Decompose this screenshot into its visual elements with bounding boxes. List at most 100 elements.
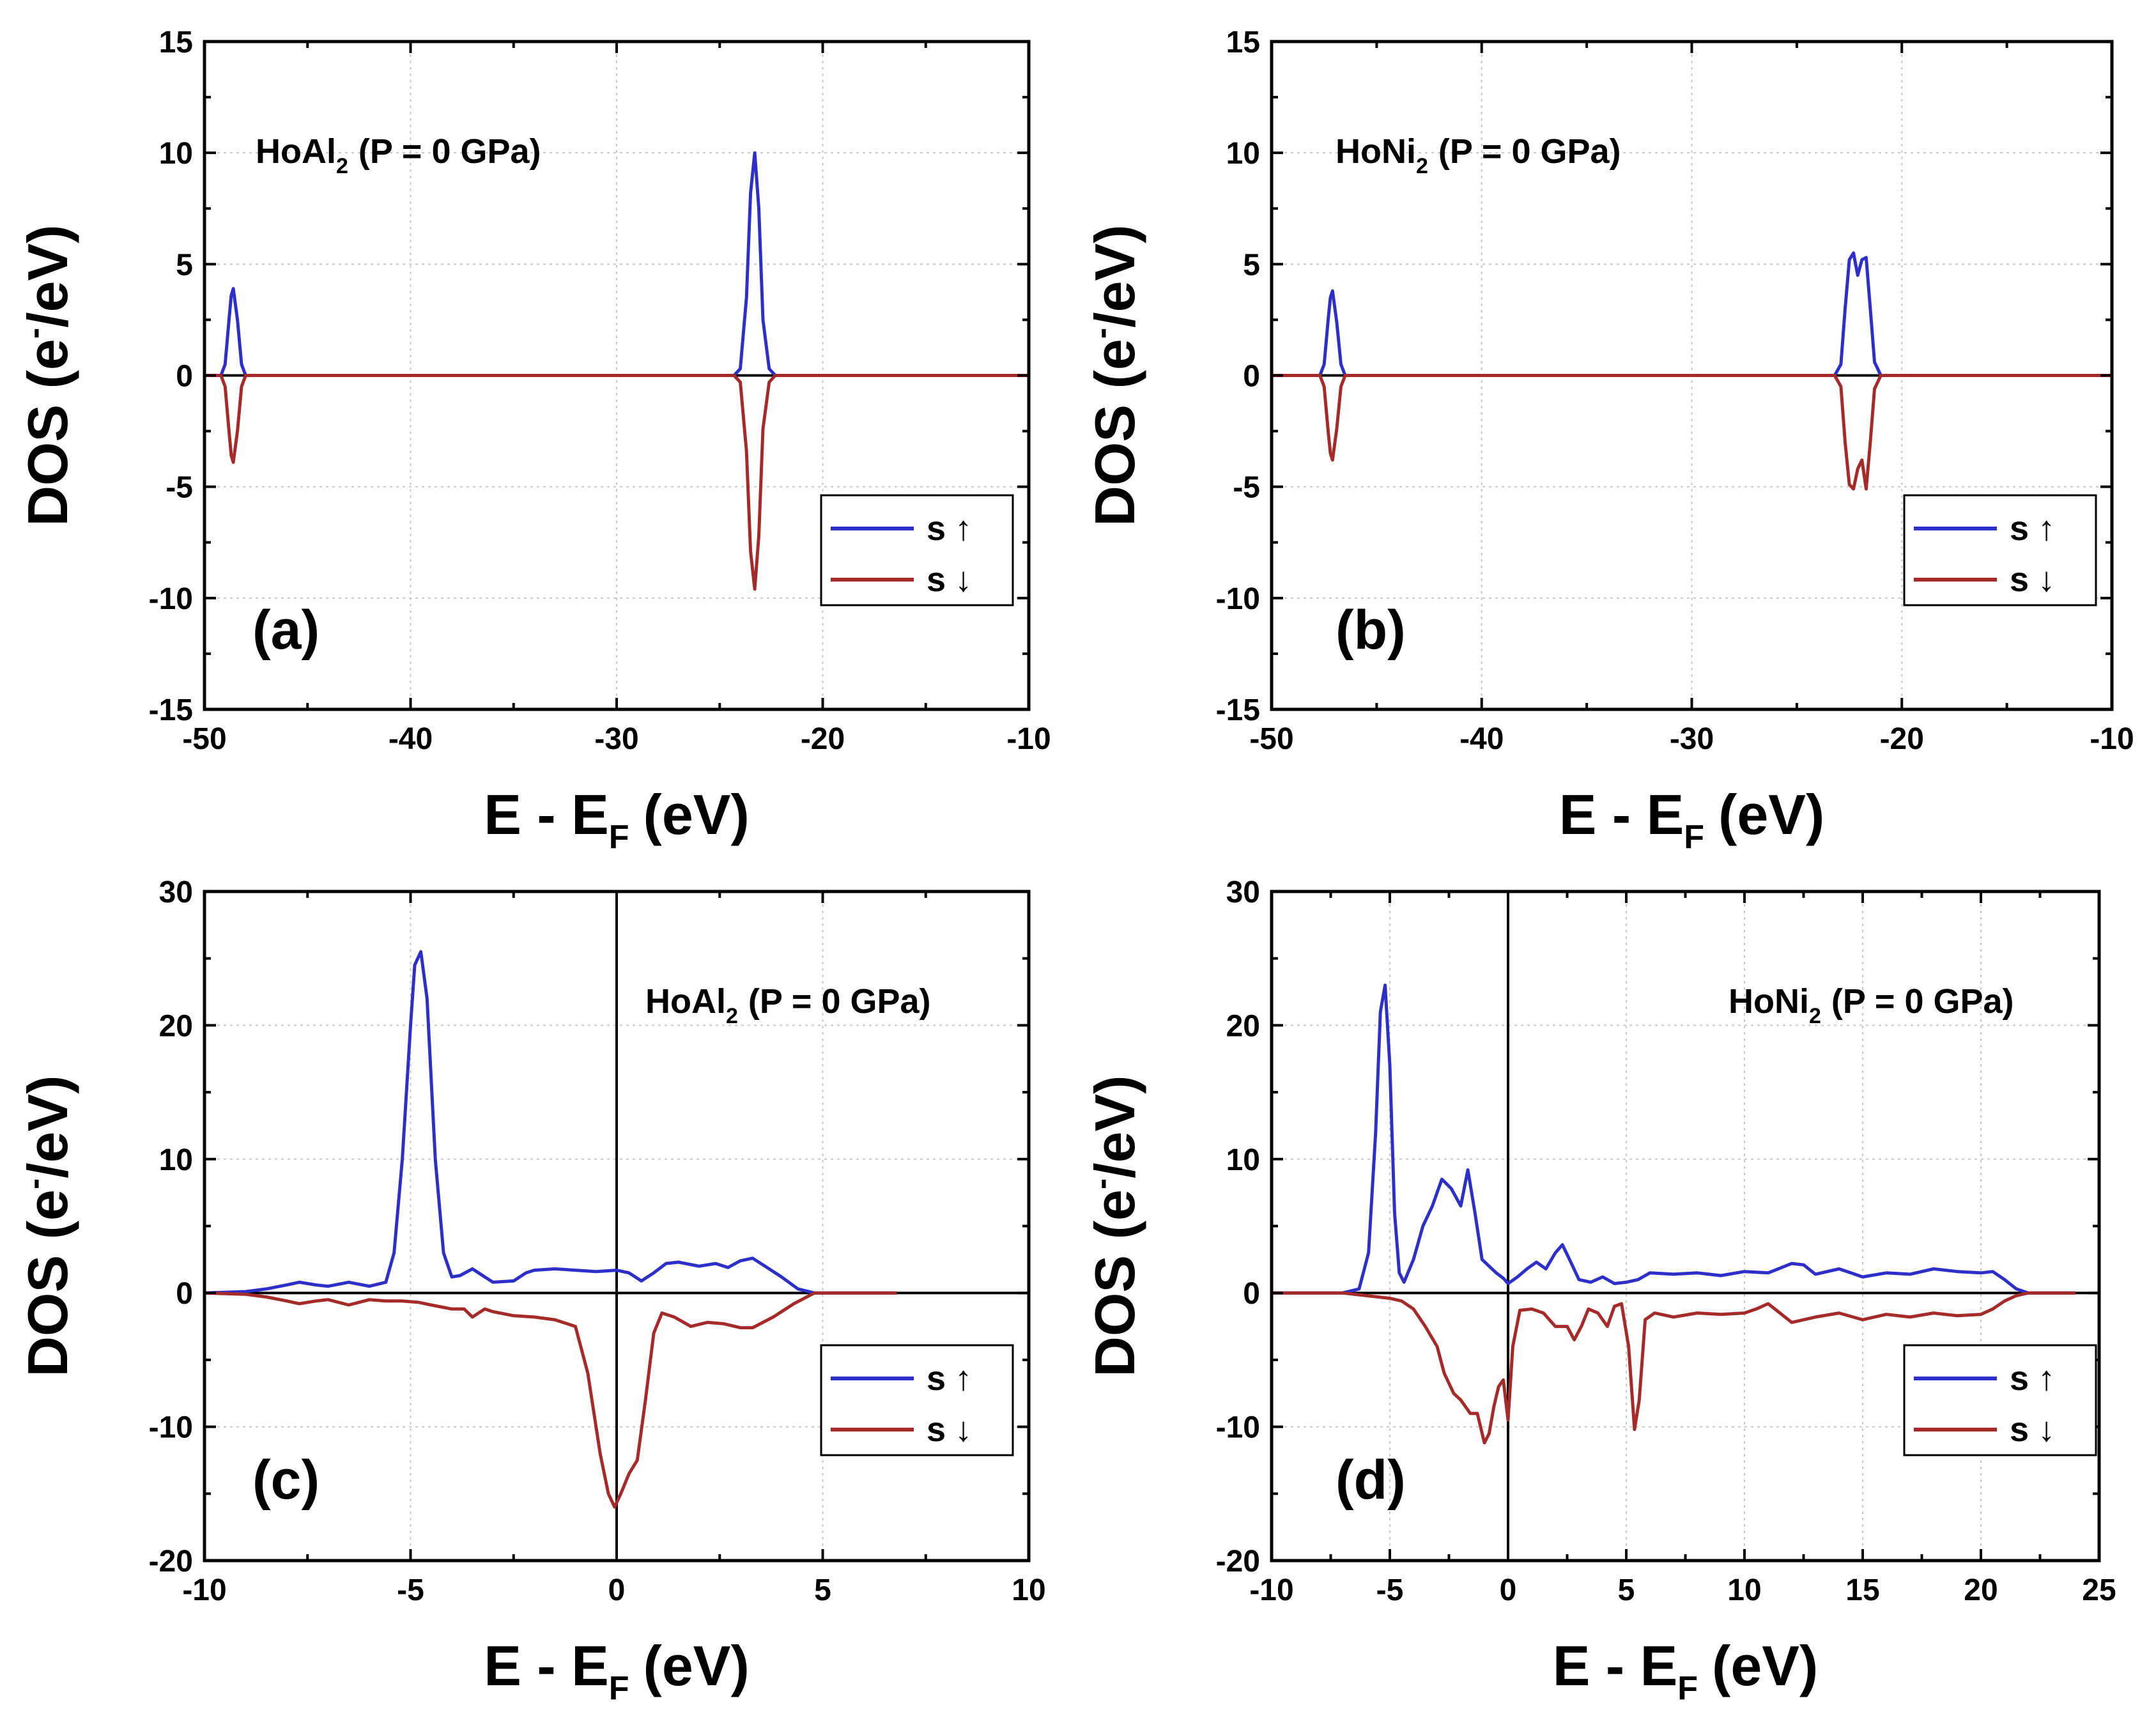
x-axis-title-unit: (eV) (643, 783, 750, 846)
y-axis-title-main: DOS (e (1083, 339, 1146, 526)
series-s-down-line (1272, 1291, 2075, 1445)
y-axis-title: DOS (e-/eV) (1083, 224, 1146, 526)
x-axis-title-main: E - E (484, 1634, 609, 1697)
x-axis-title-subscript: F (1677, 1670, 1698, 1707)
x-axis-title-subscript: F (609, 1670, 629, 1707)
x-tick-label: -10 (1006, 722, 1051, 756)
legend-label-text: s (927, 1410, 946, 1449)
x-tick-label: -40 (1459, 722, 1504, 756)
x-tick-label: 5 (814, 1573, 831, 1607)
compound-annotation: HoAl2 (P = 0 GPa) (645, 982, 931, 1028)
y-tick-label: 10 (1226, 137, 1260, 171)
legend-spin-arrow: ↑ (955, 509, 972, 548)
legend-spin-arrow: ↓ (955, 560, 972, 599)
x-tick-label: -10 (2090, 722, 2134, 756)
y-tick-label: 5 (176, 248, 193, 282)
x-tick-label: -10 (1249, 1573, 1293, 1607)
x-axis-title-unit: (eV) (1712, 1634, 1818, 1697)
y-axis-title-superscript: - (1083, 1178, 1120, 1189)
panel-label: (d) (1336, 1449, 1406, 1511)
panel-label: (b) (1336, 599, 1406, 661)
legend: s ↑s ↓ (820, 494, 1014, 606)
legend-label-text: s (2010, 1359, 2029, 1398)
legend-spin-arrow: ↓ (2038, 560, 2055, 599)
legend-box (820, 494, 1014, 606)
panel-label: (c) (252, 1449, 320, 1511)
x-axis-title: E - EF (eV) (1559, 783, 1825, 856)
legend-box (820, 1344, 1014, 1456)
compound-annotation: HoNi2 (P = 0 GPa) (1336, 132, 1621, 178)
y-tick-label: 0 (176, 1277, 193, 1311)
x-tick-label: -40 (389, 722, 433, 756)
legend-spin-arrow: ↓ (955, 1410, 972, 1449)
y-tick-label: 5 (1243, 248, 1260, 282)
y-axis-title: DOS (e-/eV) (16, 224, 79, 526)
y-tick-label: 10 (1226, 1143, 1260, 1177)
legend-label-s-up: s ↑ (927, 509, 972, 548)
legend-box (1903, 1344, 2097, 1456)
x-axis-title-unit: (eV) (1718, 783, 1824, 846)
y-tick-label: -10 (149, 1411, 193, 1445)
series-s-down-line (1272, 374, 2112, 491)
compound-condition: (P = 0 GPa) (358, 132, 541, 171)
compound-name: HoAl (645, 982, 726, 1021)
y-tick-label: 20 (159, 1009, 193, 1043)
compound-subscript: 2 (726, 1004, 738, 1028)
y-tick-label: 10 (159, 137, 193, 171)
x-axis-title: E - EF (eV) (484, 783, 750, 856)
x-tick-label: 15 (1845, 1573, 1879, 1607)
y-tick-label: -10 (149, 582, 193, 616)
y-axis-title-superscript: - (16, 1178, 53, 1189)
x-tick-label: 20 (1964, 1573, 1998, 1607)
y-axis-title-main: DOS (e (1083, 1189, 1146, 1377)
y-axis-title-tail: /eV) (1083, 1075, 1146, 1178)
legend-spin-arrow: ↑ (2038, 1359, 2055, 1398)
y-axis-title-superscript: - (1083, 328, 1120, 339)
series-s-down-line (204, 374, 1029, 591)
y-axis-title-main: DOS (e (16, 339, 79, 526)
x-tick-label: 25 (2082, 1573, 2116, 1607)
legend-spin-arrow: ↑ (2038, 509, 2055, 548)
compound-name: HoNi (1336, 132, 1416, 171)
legend-label-text: s (2010, 1410, 2029, 1449)
x-tick-label: -50 (1249, 722, 1293, 756)
x-axis-title-main: E - E (1559, 783, 1684, 846)
compound-annotation: HoAl2 (P = 0 GPa) (256, 132, 541, 178)
series-s-down-line (204, 1291, 897, 1509)
y-axis-title: DOS (e-/eV) (16, 1075, 79, 1377)
y-axis-title-tail: /eV) (16, 1075, 79, 1178)
x-tick-label: 0 (1500, 1573, 1517, 1607)
y-tick-label: -20 (149, 1545, 193, 1578)
x-tick-label: -20 (1880, 722, 1924, 756)
series-s-up-line (204, 950, 897, 1295)
y-tick-label: -10 (1216, 1411, 1260, 1445)
x-axis-title-subscript: F (1684, 819, 1704, 856)
compound-annotation: HoNi2 (P = 0 GPa) (1729, 982, 2014, 1028)
x-tick-label: 10 (1727, 1573, 1761, 1607)
y-tick-label: 15 (1226, 26, 1260, 59)
y-tick-label: -15 (149, 693, 193, 727)
x-axis-title-main: E - E (484, 783, 609, 846)
legend-label-text: s (2010, 509, 2029, 548)
legend-label-text: s (927, 509, 946, 548)
legend-label-s-down: s ↓ (927, 1410, 972, 1449)
legend-label-s-up: s ↑ (927, 1359, 972, 1398)
legend-label-s-down: s ↓ (927, 560, 972, 599)
x-tick-label: -10 (182, 1573, 226, 1607)
x-tick-label: -30 (594, 722, 638, 756)
x-axis-title-unit: (eV) (643, 1634, 750, 1697)
x-axis-title-subscript: F (609, 819, 629, 856)
panel-label: (a) (252, 599, 320, 661)
x-tick-label: 5 (1618, 1573, 1635, 1607)
compound-subscript: 2 (1416, 154, 1428, 178)
legend: s ↑s ↓ (1903, 494, 2097, 606)
compound-condition: (P = 0 GPa) (1831, 982, 2014, 1021)
y-tick-label: 0 (1243, 360, 1260, 394)
y-tick-label: 10 (159, 1143, 193, 1177)
y-axis-title-superscript: - (16, 328, 53, 339)
legend: s ↑s ↓ (1903, 1344, 2097, 1456)
